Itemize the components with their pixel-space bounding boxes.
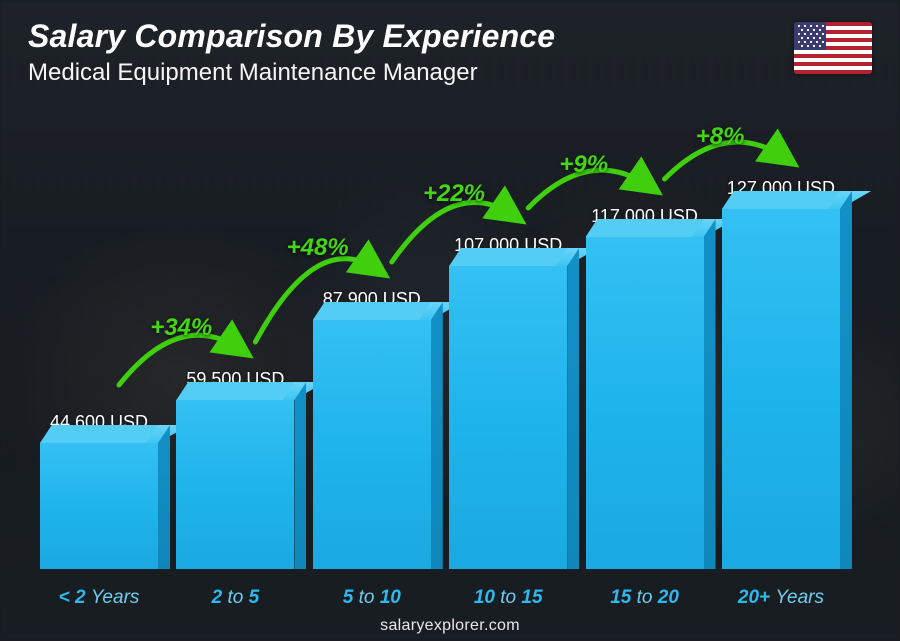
growth-arc-label: +48% <box>287 234 349 262</box>
growth-arc <box>392 202 514 262</box>
growth-arc-label: +9% <box>559 151 608 179</box>
growth-arc <box>255 259 377 342</box>
country-flag-icon <box>794 22 872 74</box>
x-axis-label: < 2 Years <box>40 587 158 609</box>
header: Salary Comparison By Experience Medical … <box>28 18 555 87</box>
x-axis-labels: < 2 Years 2 to 5 5 to 10 10 to 15 15 to 20 20… <box>40 587 840 609</box>
x-axis-label: 20+ Years <box>722 587 840 609</box>
growth-arc-label: +8% <box>696 123 745 151</box>
growth-arc-label: +34% <box>150 314 212 342</box>
page-title: Salary Comparison By Experience <box>28 18 555 55</box>
growth-arc-label: +22% <box>423 180 485 208</box>
bar-side-face <box>840 191 852 569</box>
salary-chart: 44,600 USD59,500 USD87,900 USD107,000 US… <box>40 140 840 569</box>
x-axis-label: 5 to 10 <box>313 587 431 609</box>
x-axis-label: 10 to 15 <box>449 587 567 609</box>
x-axis-label: 2 to 5 <box>176 587 294 609</box>
footer-attribution: salaryexplorer.com <box>0 617 900 635</box>
page-subtitle: Medical Equipment Maintenance Manager <box>28 59 555 87</box>
x-axis-label: 15 to 20 <box>586 587 704 609</box>
growth-arc <box>119 335 241 385</box>
